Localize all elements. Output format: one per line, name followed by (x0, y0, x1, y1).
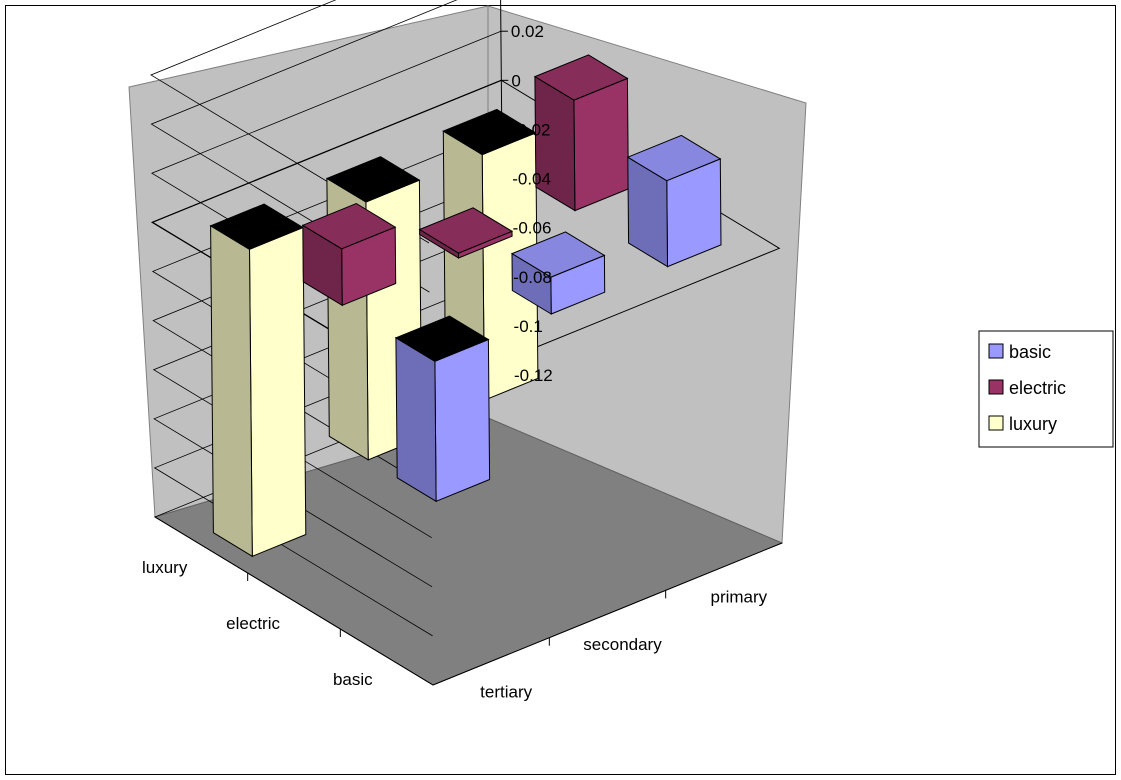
bar-top-face (533, 54, 629, 101)
axis-labels: 0.060.040.020-0.02-0.04-0.06-0.08-0.1-0.… (142, 22, 768, 701)
depth-category-label: basic (333, 670, 373, 689)
legend-swatch-basic (988, 343, 1004, 359)
bar-top-face (442, 108, 537, 156)
bar-top-face (209, 203, 305, 250)
bar-electric-secondary (418, 207, 514, 259)
bar-top-face (325, 156, 421, 203)
bar-top-face (418, 207, 514, 254)
bar-front-face (434, 338, 491, 503)
legend-swatch-electric (988, 379, 1004, 395)
legend-label-luxury: luxury (1009, 414, 1057, 434)
value-tick-label: -0.12 (514, 366, 553, 385)
legend-swatch-luxury (988, 415, 1004, 431)
value-tick-label: -0.04 (512, 170, 551, 189)
bar-electric-primary (533, 54, 629, 212)
x-category-label: tertiary (480, 682, 532, 701)
bar-side-face (210, 224, 253, 558)
value-tick-label: 0 (511, 71, 520, 90)
bar-top-face (301, 202, 397, 250)
value-tick-label: -0.06 (513, 219, 552, 238)
x-category-label: primary (710, 588, 767, 607)
legend-label-electric: electric (1009, 378, 1066, 398)
bar-top-face (626, 134, 722, 182)
bar-basic-secondary (510, 231, 606, 315)
value-tick-label: -0.02 (512, 120, 551, 139)
bar-front-face (248, 226, 307, 558)
value-tick-label: -0.1 (514, 317, 543, 336)
legend: basic electric luxury (978, 330, 1114, 448)
bar-basic-tertiary (394, 315, 491, 503)
depth-category-label: electric (226, 614, 280, 633)
depth-axis-line (154, 516, 434, 686)
depth-category-label: luxury (142, 558, 188, 577)
bar-front-face (573, 77, 629, 212)
bar-top-face (394, 315, 490, 362)
x-category-label: secondary (583, 635, 662, 654)
value-tick-label: -0.08 (513, 268, 552, 287)
bars (209, 54, 722, 558)
bar-top-face (510, 231, 606, 278)
bar-side-face (395, 336, 437, 503)
bar-luxury-tertiary (209, 203, 307, 558)
bar-basic-primary (626, 134, 722, 268)
bar-electric-tertiary (301, 202, 397, 307)
x-category-axis-line (432, 542, 783, 686)
legend-label-basic: basic (1009, 342, 1051, 362)
value-tick-label: 0.02 (511, 22, 544, 41)
